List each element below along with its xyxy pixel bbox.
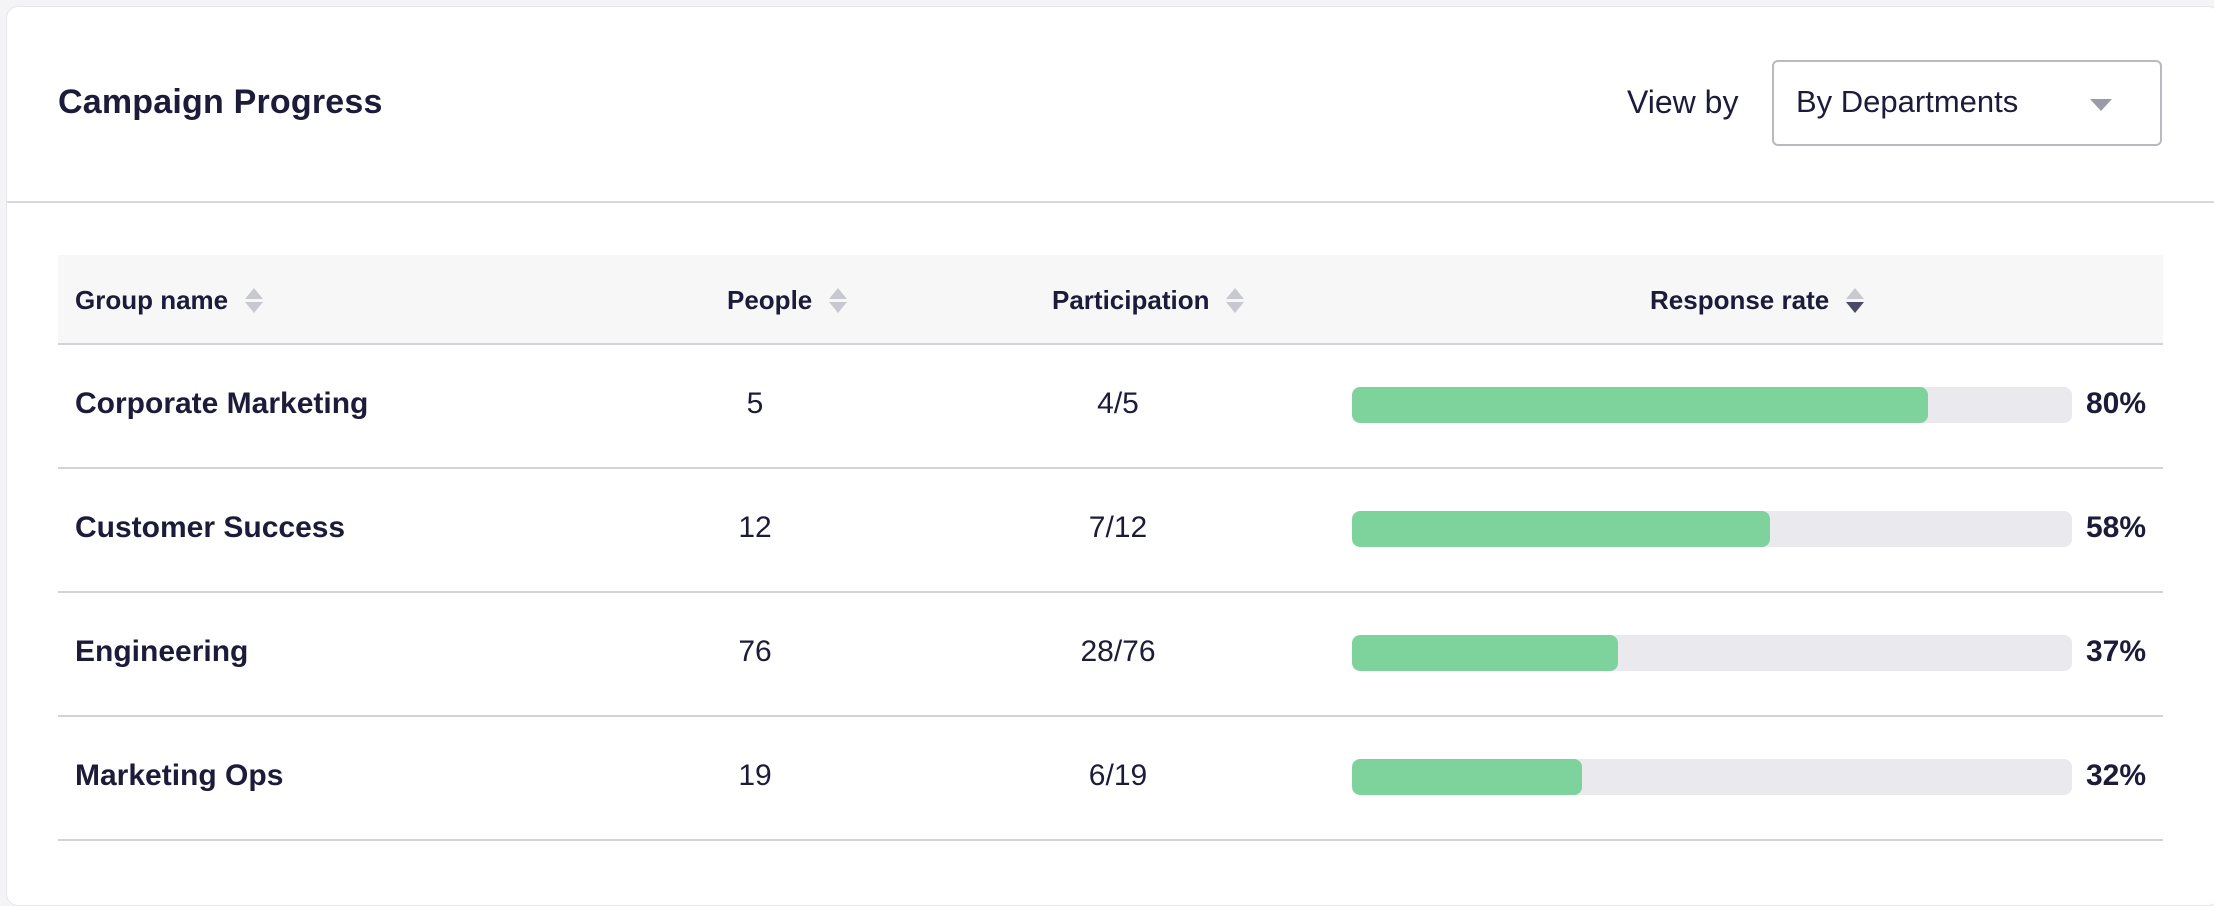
response-rate-bar-fill [1352, 511, 1770, 547]
response-rate-bar-fill [1352, 759, 1583, 795]
people-cell: 5 [746, 387, 764, 420]
people-cell: 19 [738, 759, 772, 792]
column-header-response-rate[interactable]: Response rate [1650, 285, 1865, 316]
response-rate-bar [1352, 511, 2072, 547]
column-header-group-name[interactable]: Group name [75, 285, 264, 316]
group-name-cell: Marketing Ops [75, 759, 284, 792]
response-rate-bar-fill [1352, 635, 1619, 671]
response-rate-bar [1352, 759, 2072, 795]
chevron-down-icon [2090, 99, 2112, 111]
table-header: Group name People Participation Response… [58, 255, 2163, 345]
page-title: Campaign Progress [58, 83, 383, 121]
response-rate-bar [1352, 635, 2072, 671]
sort-icon [829, 287, 848, 315]
progress-table: Group name People Participation Response… [58, 255, 2163, 841]
sort-icon [1226, 287, 1245, 315]
sort-icon [245, 287, 264, 315]
group-name-cell: Engineering [75, 635, 249, 668]
table-row: Customer Success 12 7/12 58% [58, 469, 2163, 593]
table-row: Engineering 76 28/76 37% [58, 593, 2163, 717]
response-rate-value: 58% [2085, 511, 2146, 544]
response-rate-value: 80% [2085, 387, 2146, 420]
group-name-cell: Customer Success [75, 511, 346, 544]
campaign-progress-card: Campaign Progress View by By Departments… [6, 6, 2214, 906]
participation-cell: 7/12 [1088, 511, 1148, 544]
people-cell: 12 [738, 511, 772, 544]
view-by-select[interactable]: By Departments [1772, 60, 2162, 146]
response-rate-value: 37% [2085, 635, 2146, 668]
view-by-selected-value: By Departments [1796, 84, 2019, 119]
response-rate-bar-fill [1352, 387, 1928, 423]
column-header-label: Response rate [1650, 285, 1830, 315]
table-row: Corporate Marketing 5 4/5 80% [58, 345, 2163, 469]
column-header-label: People [727, 285, 813, 315]
card-header: Campaign Progress View by By Departments [7, 7, 2214, 203]
view-by-label: View by [1627, 84, 1739, 120]
response-rate-value: 32% [2085, 759, 2146, 792]
people-cell: 76 [738, 635, 772, 668]
table-row: Marketing Ops 19 6/19 32% [58, 717, 2163, 841]
response-rate-bar [1352, 387, 2072, 423]
column-header-label: Participation [1052, 285, 1210, 315]
participation-cell: 4/5 [1097, 387, 1139, 420]
column-header-participation[interactable]: Participation [1052, 285, 1245, 316]
sort-descending-icon [1846, 287, 1865, 315]
group-name-cell: Corporate Marketing [75, 387, 369, 420]
participation-cell: 6/19 [1088, 759, 1148, 792]
column-header-people[interactable]: People [727, 285, 848, 316]
column-header-label: Group name [75, 285, 229, 315]
participation-cell: 28/76 [1080, 635, 1156, 668]
